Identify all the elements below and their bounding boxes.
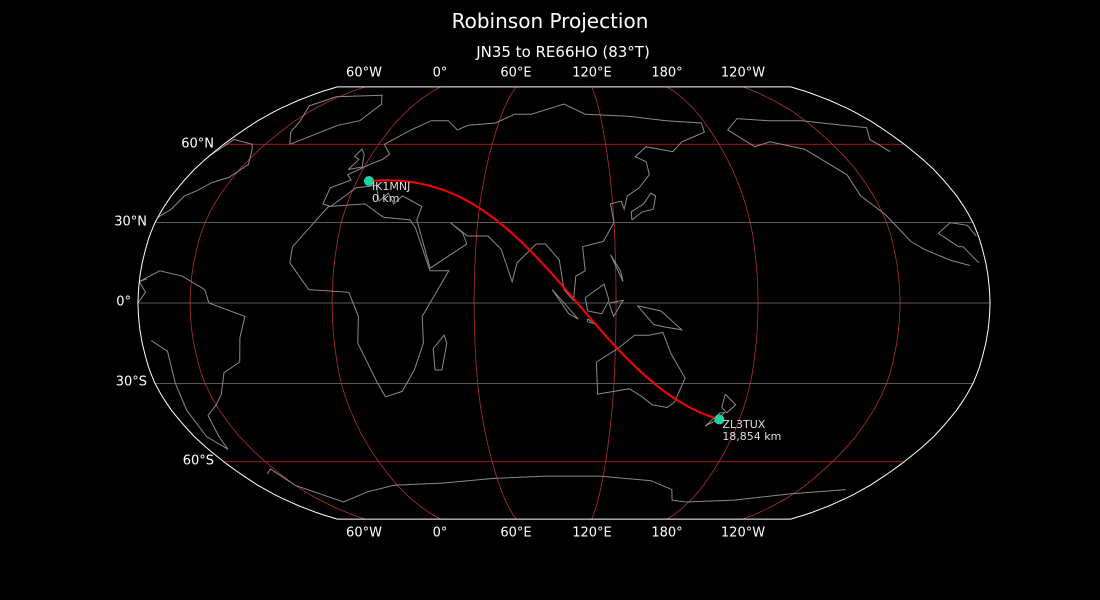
coastline — [595, 331, 686, 409]
station-label-start: IK1MNJ 0 km — [372, 181, 410, 205]
lat-label: 30°S — [115, 374, 147, 390]
great-circle-path — [368, 179, 720, 421]
station-distance: 18,854 km — [722, 430, 782, 444]
station-marker[interactable] — [714, 414, 725, 425]
lon-label-bottom: 180° — [651, 525, 683, 541]
lat-label: 30°N — [114, 214, 147, 230]
coastline — [584, 283, 610, 315]
lon-label-top: 180° — [651, 65, 683, 81]
lon-label-top: 120°E — [572, 65, 612, 81]
lat-label: 60°N — [181, 136, 214, 152]
coastline — [551, 289, 579, 320]
station-distance: 0 km — [371, 192, 400, 206]
map-title: Robinson Projection — [451, 9, 649, 33]
meridian-gridline — [667, 86, 759, 520]
lon-label-bottom: 120°E — [572, 525, 612, 541]
coastline — [289, 94, 383, 145]
coastline — [139, 118, 980, 283]
coastline — [432, 334, 448, 371]
lon-label-top: 60°W — [346, 65, 382, 81]
lon-label-top: 120°W — [720, 65, 766, 81]
coastline — [289, 203, 450, 398]
lat-label: 0° — [116, 294, 131, 310]
map-outline — [137, 86, 991, 520]
coastline — [322, 103, 705, 302]
coastline — [608, 299, 625, 318]
station-call: ZL3TUX — [722, 418, 766, 432]
lon-label-bottom: 120°W — [720, 525, 766, 541]
station-label-end: ZL3TUX 18,854 km — [722, 419, 781, 443]
coastline — [637, 305, 684, 331]
lon-label-bottom: 0° — [432, 525, 448, 541]
coastline — [347, 148, 365, 170]
station-call: IK1MNJ — [371, 180, 411, 194]
coastline — [630, 192, 657, 221]
meridian-gridline — [742, 86, 901, 520]
coastline — [137, 270, 246, 450]
coastline — [610, 254, 624, 282]
meridian-gridline — [331, 86, 441, 520]
lon-label-top: 0° — [432, 65, 448, 81]
station-marker[interactable] — [363, 176, 374, 187]
lon-label-top: 60°E — [500, 65, 532, 81]
lon-label-bottom: 60°E — [500, 525, 532, 541]
meridian-gridline — [189, 86, 366, 520]
map-subtitle: JN35 to RE66HO (83°T) — [476, 43, 650, 61]
lon-label-bottom: 60°W — [346, 525, 382, 541]
coastline — [266, 468, 846, 503]
meridian-gridline — [591, 86, 617, 520]
coastline — [721, 393, 737, 414]
meridian-gridline — [473, 86, 517, 520]
lat-label: 60°S — [182, 453, 214, 469]
